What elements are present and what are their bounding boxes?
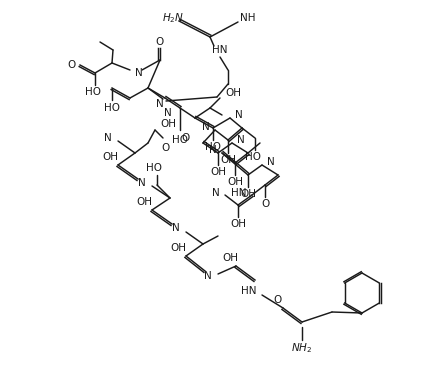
- Text: HN: HN: [241, 286, 256, 296]
- Text: HO: HO: [104, 103, 120, 113]
- Text: O: O: [68, 60, 76, 70]
- Text: OH: OH: [230, 219, 246, 229]
- Text: OH: OH: [170, 243, 186, 253]
- Text: HO: HO: [85, 87, 101, 97]
- Text: N: N: [235, 110, 243, 120]
- Text: N: N: [202, 122, 210, 132]
- Text: N: N: [267, 157, 275, 167]
- Text: N: N: [135, 68, 143, 78]
- Text: OH: OH: [220, 155, 236, 165]
- Text: HN: HN: [230, 188, 246, 198]
- Text: N: N: [164, 108, 172, 118]
- Text: O: O: [273, 295, 281, 305]
- Text: N: N: [237, 135, 245, 145]
- Text: O: O: [161, 143, 169, 153]
- Text: $NH_2$: $NH_2$: [291, 341, 313, 355]
- Text: HO: HO: [245, 152, 261, 162]
- Text: OH: OH: [225, 88, 241, 98]
- Text: N: N: [212, 188, 220, 198]
- Text: NH: NH: [240, 13, 256, 23]
- Text: N: N: [104, 133, 112, 143]
- Text: $H_2N$: $H_2N$: [162, 11, 184, 25]
- Text: N: N: [209, 145, 217, 155]
- Text: O: O: [156, 37, 164, 47]
- Text: OH: OH: [210, 167, 226, 177]
- Text: OH: OH: [102, 152, 118, 162]
- Text: N: N: [156, 99, 164, 109]
- Text: OH: OH: [160, 119, 176, 129]
- Text: N: N: [138, 178, 146, 188]
- Text: OH: OH: [222, 253, 238, 263]
- Text: N: N: [172, 223, 180, 233]
- Text: OH: OH: [240, 189, 256, 199]
- Text: HO: HO: [146, 163, 162, 173]
- Text: OH: OH: [227, 177, 243, 187]
- Text: O: O: [181, 133, 189, 143]
- Text: HO: HO: [205, 142, 221, 152]
- Text: OH: OH: [136, 197, 152, 207]
- Text: N: N: [204, 271, 212, 281]
- Text: HN: HN: [212, 45, 228, 55]
- Text: HO: HO: [172, 135, 188, 145]
- Text: O: O: [261, 199, 269, 209]
